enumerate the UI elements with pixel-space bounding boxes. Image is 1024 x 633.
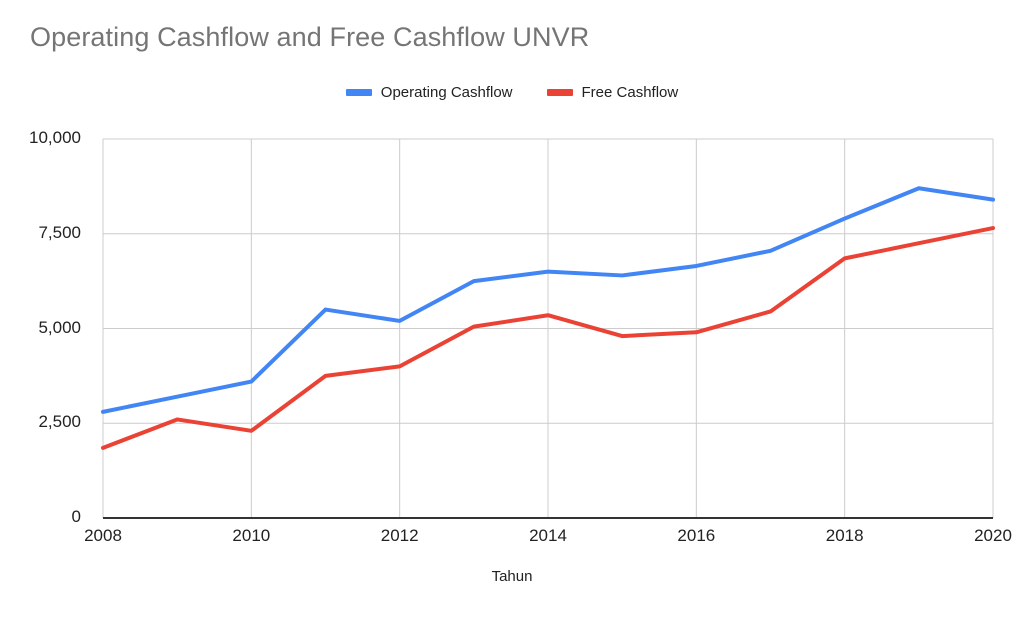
y-axis-tick-label: 10,000 <box>29 128 81 147</box>
series-line-operating-cashflow <box>101 186 995 414</box>
legend-label: Free Cashflow <box>581 84 679 101</box>
y-axis-tick-label: 2,500 <box>38 412 81 432</box>
series-line-free-cashflow <box>101 226 995 450</box>
x-axis-tick-label: 2016 <box>677 526 716 545</box>
series-lines <box>101 186 995 450</box>
x-axis-title: Tahun <box>491 568 533 585</box>
x-axis-tick-label: 2020 <box>974 526 1012 545</box>
legend-label: Operating Cashflow <box>380 84 513 101</box>
y-axis-tick-label: 5,000 <box>38 317 81 337</box>
x-axis-tick-label: 2010 <box>232 526 271 545</box>
gridlines <box>103 138 994 518</box>
y-axis-tick-label: 7,500 <box>38 222 81 242</box>
x-axis-tick-label: 2008 <box>84 526 122 545</box>
y-axis-tick-labels: 0 2,500 5,000 7,500 10,000 <box>0 0 92 633</box>
legend-swatch-icon <box>345 89 372 96</box>
x-axis-tick-label: 2018 <box>825 526 864 545</box>
axis-lines <box>102 139 993 519</box>
legend-swatch-icon <box>546 89 573 96</box>
chart-title: Operating Cashflow and Free Cashflow UNV… <box>30 22 590 52</box>
y-axis-tick-label: 0 <box>71 507 81 526</box>
legend-item-operating-cashflow[interactable]: Operating Cashflow <box>345 84 513 101</box>
x-axis-tick-label: 2014 <box>529 526 567 545</box>
chart-legend: Operating Cashflow Free Cashflow <box>0 84 1024 101</box>
legend-item-free-cashflow[interactable]: Free Cashflow <box>546 84 679 101</box>
x-axis-tick-label: 2012 <box>380 526 419 545</box>
